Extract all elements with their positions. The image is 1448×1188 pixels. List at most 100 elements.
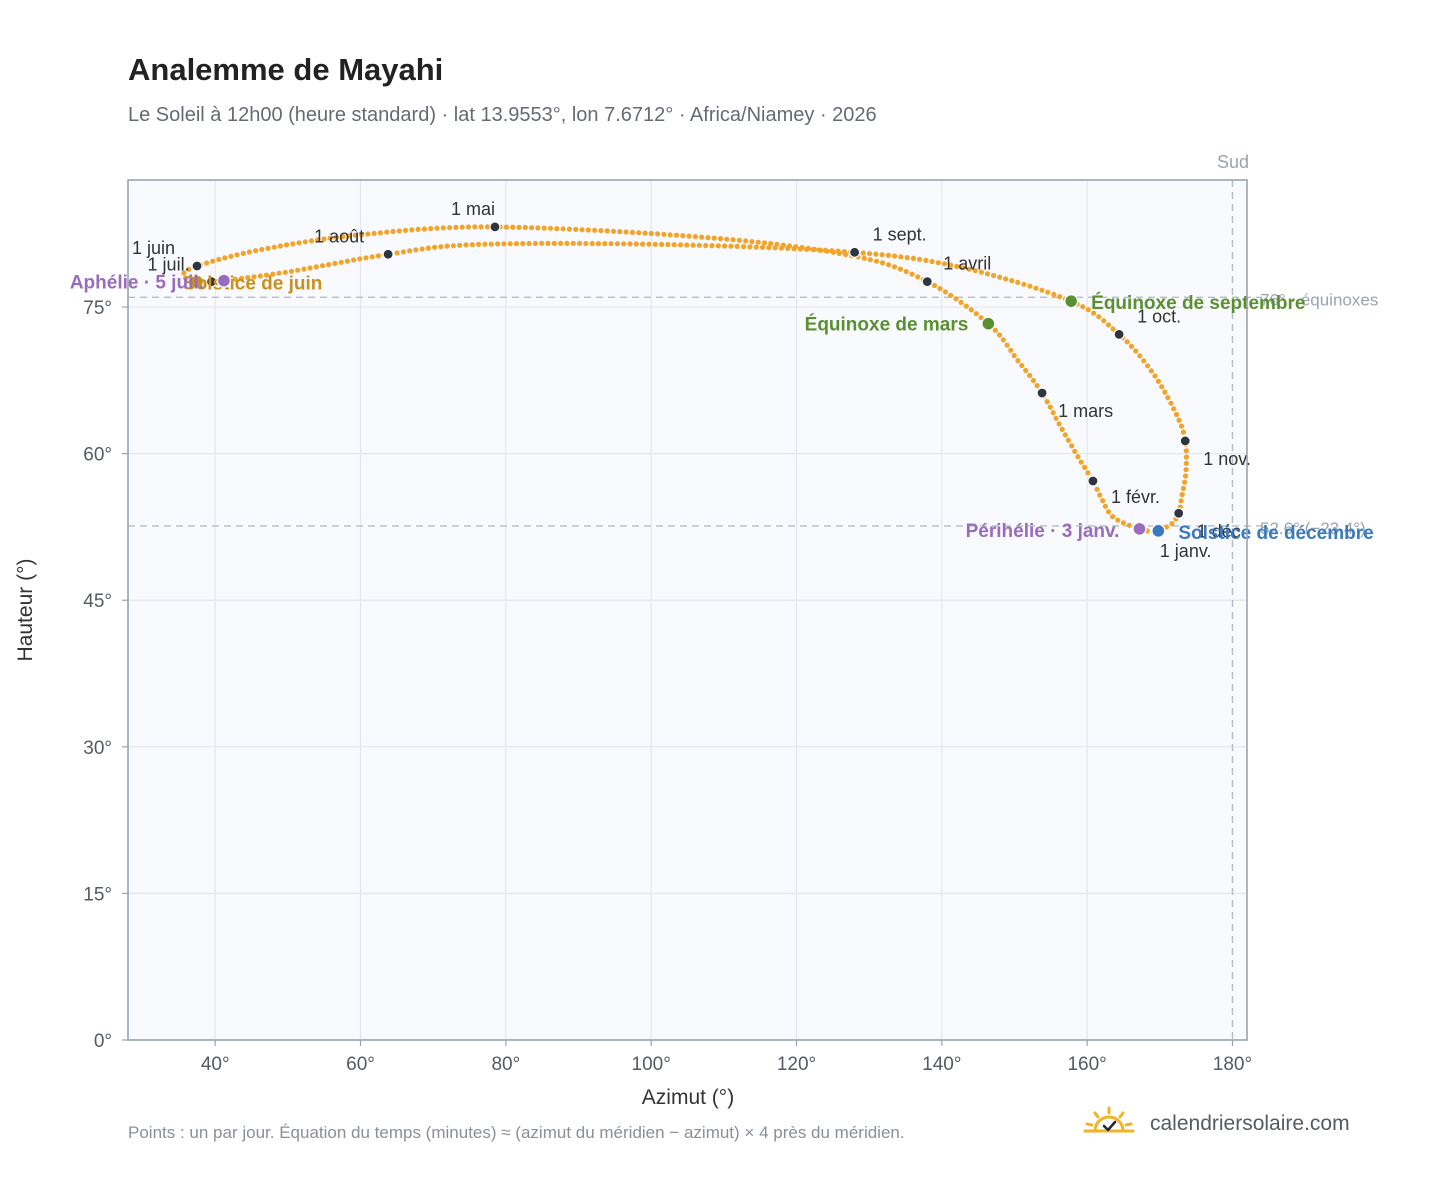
- daily-sun-point: [623, 229, 629, 235]
- daily-sun-point: [419, 246, 425, 252]
- daily-sun-point: [1094, 486, 1100, 492]
- special-point-label: Aphélie · 5 juil.: [70, 273, 204, 294]
- daily-sun-point: [1148, 368, 1154, 374]
- daily-sun-point: [234, 252, 240, 258]
- daily-sun-point: [1075, 454, 1081, 460]
- daily-sun-point: [1051, 291, 1057, 297]
- daily-sun-point: [288, 268, 295, 274]
- daily-sun-point: [973, 311, 979, 317]
- month-marker-label: 1 mars: [1058, 401, 1113, 421]
- daily-sun-point: [453, 224, 459, 230]
- daily-sun-point: [501, 241, 507, 247]
- daily-sun-point: [1045, 289, 1051, 295]
- daily-sun-point: [1182, 473, 1189, 479]
- month-marker: [382, 248, 394, 260]
- daily-sun-point: [954, 263, 960, 269]
- daily-sun-point: [879, 260, 886, 266]
- daily-sun-point: [937, 286, 943, 292]
- daily-sun-point: [413, 247, 419, 253]
- daily-sun-point: [692, 234, 699, 240]
- month-marker: [1173, 507, 1185, 519]
- brand[interactable]: calendriersolaire.com: [1082, 1104, 1350, 1144]
- x-tick-label: 140°: [922, 1054, 961, 1075]
- daily-sun-point: [526, 240, 532, 247]
- x-tick-label: 60°: [346, 1054, 375, 1075]
- daily-sun-point: [968, 307, 974, 313]
- daily-sun-point: [715, 243, 721, 249]
- daily-sun-point: [577, 240, 583, 246]
- daily-sun-point: [1085, 470, 1091, 476]
- daily-sun-point: [340, 234, 346, 240]
- daily-sun-point: [301, 266, 307, 272]
- daily-sun-point: [627, 241, 633, 247]
- special-point-marker: [189, 274, 205, 289]
- daily-sun-point: [1171, 406, 1177, 412]
- daily-sun-point: [661, 231, 667, 237]
- daily-sun-point: [1183, 454, 1189, 460]
- meridian-label: Sud: [1217, 152, 1249, 172]
- daily-sun-point: [547, 225, 554, 231]
- daily-sun-point: [886, 262, 892, 268]
- daily-sun-point: [1021, 281, 1027, 287]
- daily-sun-point: [759, 244, 766, 250]
- daily-sun-point: [425, 245, 431, 251]
- x-tick-label: 120°: [777, 1054, 816, 1075]
- daily-sun-point: [1105, 509, 1112, 515]
- daily-sun-point: [1178, 423, 1185, 429]
- daily-sun-point: [592, 227, 598, 233]
- daily-sun-point: [1115, 517, 1121, 523]
- daily-sun-point: [1133, 348, 1139, 354]
- daily-sun-point: [1179, 492, 1185, 498]
- daily-sun-point: [459, 224, 465, 230]
- daily-sun-point: [772, 245, 778, 251]
- daily-sun-point: [384, 229, 390, 235]
- daily-sun-point: [1105, 322, 1112, 328]
- special-point-label: Équinoxe de mars: [805, 314, 969, 336]
- daily-sun-point: [621, 241, 627, 247]
- daily-sun-point: [465, 224, 472, 230]
- daily-sun-point: [181, 270, 187, 276]
- daily-sun-point: [755, 239, 761, 245]
- daily-sun-point: [326, 262, 332, 268]
- daily-sun-point: [246, 249, 252, 255]
- month-marker-label: 1 mai: [451, 199, 495, 219]
- daily-sun-point: [677, 242, 684, 248]
- daily-sun-point: [1128, 343, 1135, 349]
- daily-sun-point: [1145, 363, 1151, 369]
- x-tick-label: 160°: [1067, 1054, 1106, 1075]
- daily-sun-point: [835, 248, 841, 254]
- daily-sun-point: [680, 233, 686, 239]
- month-marker-label: 1 nov.: [1203, 449, 1251, 469]
- daily-sun-point: [253, 248, 259, 254]
- daily-sun-point: [1019, 362, 1025, 369]
- daily-sun-point: [1044, 399, 1050, 405]
- daily-sun-point: [484, 224, 491, 230]
- daily-sun-point: [867, 257, 873, 263]
- y-tick-label: 60°: [83, 445, 112, 466]
- daily-sun-point: [259, 246, 265, 253]
- daily-sun-point: [598, 228, 604, 234]
- daily-sun-point: [438, 244, 444, 250]
- daily-sun-point: [482, 241, 488, 247]
- month-marker: [849, 246, 861, 258]
- daily-sun-point: [327, 235, 333, 241]
- x-axis-label: Azimut (°): [642, 1086, 734, 1109]
- daily-sun-point: [421, 226, 427, 232]
- daily-sun-point: [440, 225, 446, 231]
- daily-sun-point: [791, 246, 797, 252]
- daily-sun-point: [1057, 294, 1063, 300]
- daily-sun-point: [699, 234, 705, 240]
- daily-sun-point: [204, 260, 210, 266]
- daily-sun-point: [966, 266, 972, 272]
- daily-sun-point: [953, 296, 959, 302]
- daily-sun-point: [566, 226, 573, 232]
- daily-sun-point: [1110, 514, 1116, 520]
- daily-sun-point: [210, 258, 216, 264]
- daily-sun-point: [183, 275, 189, 281]
- daily-sun-point: [684, 242, 690, 248]
- daily-sun-point: [1062, 432, 1068, 438]
- footnote: Points : un par jour. Équation du temps …: [128, 1123, 905, 1142]
- daily-sun-point: [228, 253, 234, 259]
